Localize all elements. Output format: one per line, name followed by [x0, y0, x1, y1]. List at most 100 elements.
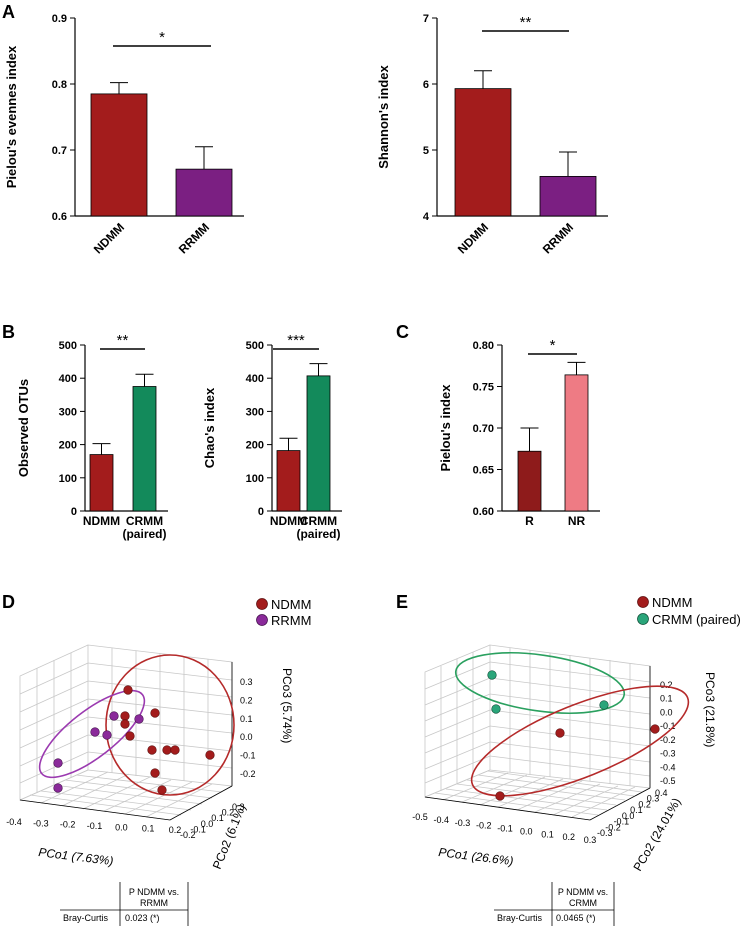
legend-label-ndmm: NDMM: [271, 597, 311, 612]
data-point: [125, 731, 135, 741]
x-category-label: (paired): [296, 527, 340, 541]
x-category-label: NDMM: [91, 220, 127, 256]
points-rrmm-d: [53, 711, 144, 793]
table-header-e-line2: CRMM: [569, 898, 597, 908]
y-tick-label: 0.75: [473, 382, 494, 394]
bar-chart-b1: 0 100 200 300 400 500 NDMM CRMM(paired) ** Observ…: [16, 332, 168, 541]
data-point: [487, 670, 497, 680]
pc1-tick-label: 0.0: [520, 826, 533, 836]
axis-label-pc1-e: PCo1 (26.6%): [438, 845, 515, 868]
pc1-tick-label: -0.1: [87, 821, 103, 831]
pc2-tick-label: 0.0: [201, 819, 214, 829]
bar: [276, 450, 301, 512]
y-axis-title: Pielou's evennes index: [4, 45, 19, 188]
table-header-d-line2: RRMM: [140, 898, 168, 908]
x-category-label: RRMM: [540, 220, 576, 256]
x-category-label: NDMM: [455, 220, 491, 256]
ellipse-ndmm-e: [470, 685, 690, 797]
ellipse-ndmm-d: [105, 654, 235, 796]
y-tick-label: 0: [71, 506, 77, 518]
pc3-tick-label: -0.3: [660, 749, 676, 759]
y-axis-title: Shannon's index: [376, 64, 391, 168]
y-tick-label: 0.6: [52, 211, 67, 223]
table-value-d: 0.023 (*): [125, 913, 160, 923]
ellipse-rrmm-d: [38, 689, 146, 779]
data-point: [53, 783, 63, 793]
pc1-tick-label: -0.2: [60, 820, 76, 830]
pc2-tick-label: 0.4: [655, 788, 668, 798]
significance-label: **: [520, 14, 532, 31]
data-point: [53, 758, 63, 768]
legend-label-rrmm: RRMM: [271, 613, 311, 628]
pc2-tick-label: 0.3: [232, 802, 245, 812]
x-category-label: (paired): [122, 527, 166, 541]
pcoa-e-grid: [424, 644, 651, 821]
pc2-tick-label: 0.3: [647, 794, 660, 804]
data-point: [599, 700, 609, 710]
pc3-tick-label: -0.5: [660, 776, 676, 786]
data-point: [170, 745, 180, 755]
ellipse-crmm-e: [454, 652, 626, 714]
bar: [89, 454, 114, 512]
panel-label-c: C: [396, 322, 409, 342]
x-category-label: R: [525, 514, 534, 528]
significance-label: ***: [287, 332, 305, 349]
y-tick-label: 400: [246, 373, 264, 385]
significance-label: *: [159, 29, 165, 46]
bar-chart-a1: 0.6 0.7 0.8 0.9 NDMM RRMM * Pielou's evennes in…: [4, 13, 244, 257]
pc1-tick-label: 0.1: [541, 829, 554, 839]
data-point: [495, 791, 505, 801]
y-tick-label: 100: [246, 473, 264, 485]
y-tick-label: 200: [246, 440, 264, 452]
panel-label-d: D: [2, 592, 15, 612]
legend-marker-rrmm: [256, 614, 268, 626]
legend-marker-ndmm: [256, 598, 268, 610]
data-point: [157, 785, 167, 795]
stats-table-d: [60, 882, 189, 926]
axis-label-pc3-e: PCo3 (21.8%): [703, 672, 717, 747]
pc3-tick-label: 0.3: [240, 677, 253, 687]
x-category-label: NDMM: [83, 514, 120, 528]
pc2-tick-label: 0.1: [630, 805, 643, 815]
points-crmm-e: [487, 670, 609, 714]
pc1-tick-label: 0.2: [169, 825, 182, 835]
data-point: [109, 711, 119, 721]
y-tick-label: 0.80: [473, 340, 494, 352]
pc2-tick-label: -0.1: [190, 824, 206, 834]
pcoa-e-axes: [424, 666, 651, 821]
data-point: [120, 711, 130, 721]
pc1-tick-label: -0.4: [433, 815, 449, 825]
pc3-tick-label: 0.1: [660, 694, 673, 704]
panel-label-b: B: [2, 322, 15, 342]
significance-label: *: [550, 337, 556, 354]
bar: [517, 450, 542, 512]
bar: [306, 375, 331, 512]
pc3-tick-label: -0.1: [660, 721, 676, 731]
y-tick-label: 5: [423, 145, 429, 157]
data-point: [555, 728, 565, 738]
pc1-tick-label: -0.4: [6, 817, 22, 827]
y-axis-title: Observed OTUs: [16, 379, 31, 477]
pc3-tick-label: 0.1: [240, 714, 253, 724]
pcoa-d-ticks: -0.4 -0.3 -0.2 -0.1 0.0 0.1 0.2-0.2-0.10.00.10…: [6, 677, 255, 840]
table-header-e-line1: P NDMM vs.: [558, 887, 608, 897]
bar: [90, 93, 148, 217]
legend-e: NDMM CRMM (paired): [637, 595, 741, 627]
pc1-tick-label: -0.3: [33, 818, 49, 828]
pc1-tick-label: 0.1: [142, 824, 155, 834]
pc2-tick-label: -0.3: [597, 828, 613, 838]
pc3-tick-label: 0.2: [660, 680, 673, 690]
pc1-tick-label: -0.3: [455, 818, 471, 828]
data-point: [150, 768, 160, 778]
pc2-tick-label: -0.2: [605, 822, 621, 832]
pc3-tick-label: -0.2: [660, 735, 676, 745]
points-ndmm-e: [495, 724, 660, 801]
y-tick-label: 400: [59, 373, 77, 385]
y-tick-label: 200: [59, 440, 77, 452]
data-point: [162, 745, 172, 755]
y-tick-label: 300: [59, 406, 77, 418]
panel-label-e: E: [396, 592, 408, 612]
bar-charts: 0.6 0.7 0.8 0.9 NDMM RRMM * Pielou's evennes in…: [4, 13, 608, 541]
pcoa-e-ticks: -0.5 -0.4 -0.3 -0.2 -0.1 0.0 0.1 0.2 0.3-0.3-0.2…: [412, 680, 675, 845]
